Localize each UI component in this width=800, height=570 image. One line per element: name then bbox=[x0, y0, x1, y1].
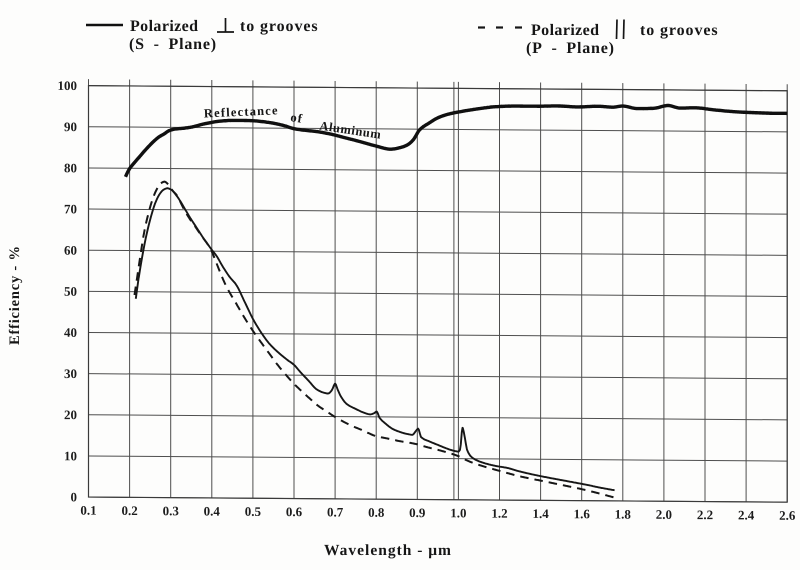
svg-text:10: 10 bbox=[64, 448, 77, 463]
svg-text:20: 20 bbox=[64, 407, 77, 422]
svg-text:1.6: 1.6 bbox=[574, 506, 591, 521]
svg-text:0.9: 0.9 bbox=[409, 505, 426, 520]
svg-text:of: of bbox=[290, 110, 304, 126]
svg-text:(S - Plane): (S - Plane) bbox=[129, 36, 217, 53]
svg-text:70: 70 bbox=[64, 201, 77, 216]
svg-text:Efficiency - %: Efficiency - % bbox=[7, 245, 23, 345]
svg-text:0.7: 0.7 bbox=[327, 504, 344, 519]
svg-text:(P - Plane): (P - Plane) bbox=[526, 40, 615, 57]
svg-text:30: 30 bbox=[64, 366, 77, 381]
svg-text:60: 60 bbox=[64, 243, 77, 258]
svg-text:0.2: 0.2 bbox=[121, 503, 137, 518]
svg-text:50: 50 bbox=[64, 284, 77, 299]
svg-text:1.0: 1.0 bbox=[450, 505, 466, 520]
svg-text:to grooves: to grooves bbox=[640, 22, 718, 39]
svg-text:0: 0 bbox=[71, 489, 78, 504]
svg-text:Polarized: Polarized bbox=[531, 22, 599, 39]
svg-text:0.4: 0.4 bbox=[204, 503, 221, 518]
svg-text:0.6: 0.6 bbox=[286, 504, 303, 519]
svg-text:1.8: 1.8 bbox=[615, 507, 632, 522]
svg-text:to grooves: to grooves bbox=[240, 18, 318, 35]
svg-text:40: 40 bbox=[64, 325, 77, 340]
svg-text:2.6: 2.6 bbox=[779, 508, 796, 523]
svg-text:Polarized: Polarized bbox=[130, 18, 198, 35]
svg-text:Wavelength - μm: Wavelength - μm bbox=[324, 542, 452, 559]
svg-text:2.2: 2.2 bbox=[697, 507, 713, 522]
svg-text:80: 80 bbox=[64, 160, 77, 175]
svg-text:100: 100 bbox=[58, 78, 78, 93]
svg-text:0.5: 0.5 bbox=[245, 504, 262, 519]
svg-text:0.3: 0.3 bbox=[163, 503, 180, 518]
svg-text:2.0: 2.0 bbox=[656, 507, 672, 522]
svg-text:0.8: 0.8 bbox=[368, 505, 385, 520]
svg-text:1.4: 1.4 bbox=[532, 506, 549, 521]
svg-text:0.1: 0.1 bbox=[80, 503, 96, 518]
svg-text:2.4: 2.4 bbox=[738, 507, 755, 522]
svg-text:1.2: 1.2 bbox=[491, 506, 507, 521]
svg-text:90: 90 bbox=[64, 119, 77, 134]
svg-text:Reflectance: Reflectance bbox=[204, 103, 280, 120]
